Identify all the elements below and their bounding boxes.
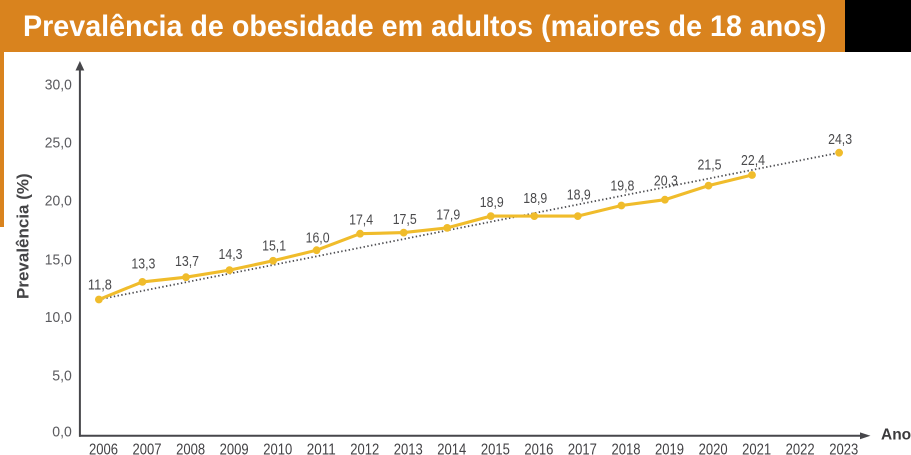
svg-text:Ano: Ano [881,427,911,444]
svg-text:0,0: 0,0 [52,424,72,440]
svg-text:17,9: 17,9 [436,207,460,223]
svg-text:21,5: 21,5 [698,158,722,174]
svg-text:22,4: 22,4 [741,153,765,169]
svg-text:2022: 2022 [786,441,815,455]
svg-text:5,0: 5,0 [52,369,72,385]
svg-text:20,3: 20,3 [654,174,678,190]
svg-text:20,0: 20,0 [45,193,72,209]
svg-text:2008: 2008 [176,441,205,455]
svg-text:17,4: 17,4 [349,212,373,228]
svg-text:18,9: 18,9 [523,191,547,207]
svg-text:2013: 2013 [394,441,423,455]
svg-text:2023: 2023 [829,441,858,455]
svg-text:17,5: 17,5 [393,212,417,228]
svg-text:11,8: 11,8 [88,277,112,293]
svg-text:Prevalência (%): Prevalência (%) [13,173,32,299]
svg-text:16,0: 16,0 [306,230,330,246]
svg-text:2009: 2009 [220,441,249,455]
svg-text:2021: 2021 [742,441,771,455]
svg-text:2020: 2020 [699,441,728,455]
svg-text:13,3: 13,3 [131,257,155,273]
svg-text:2010: 2010 [263,441,292,455]
svg-text:25,0: 25,0 [45,136,72,152]
svg-text:30,0: 30,0 [45,78,72,94]
svg-text:2007: 2007 [133,441,162,455]
svg-text:2015: 2015 [481,441,510,455]
svg-text:13,7: 13,7 [175,254,199,270]
svg-text:18,9: 18,9 [480,195,504,211]
svg-text:10,0: 10,0 [45,310,72,326]
svg-text:2012: 2012 [350,441,379,455]
svg-text:2017: 2017 [568,441,597,455]
svg-text:15,0: 15,0 [45,253,72,269]
svg-text:2011: 2011 [307,441,336,455]
svg-text:2018: 2018 [612,441,641,455]
svg-text:14,3: 14,3 [219,247,243,263]
svg-text:2016: 2016 [524,441,553,455]
svg-text:15,1: 15,1 [262,239,286,255]
svg-text:2019: 2019 [655,441,684,455]
svg-text:19,8: 19,8 [610,179,634,195]
svg-text:18,9: 18,9 [567,187,591,203]
svg-text:2006: 2006 [89,441,118,455]
svg-text:2014: 2014 [437,441,466,455]
svg-text:24,3: 24,3 [828,132,852,148]
